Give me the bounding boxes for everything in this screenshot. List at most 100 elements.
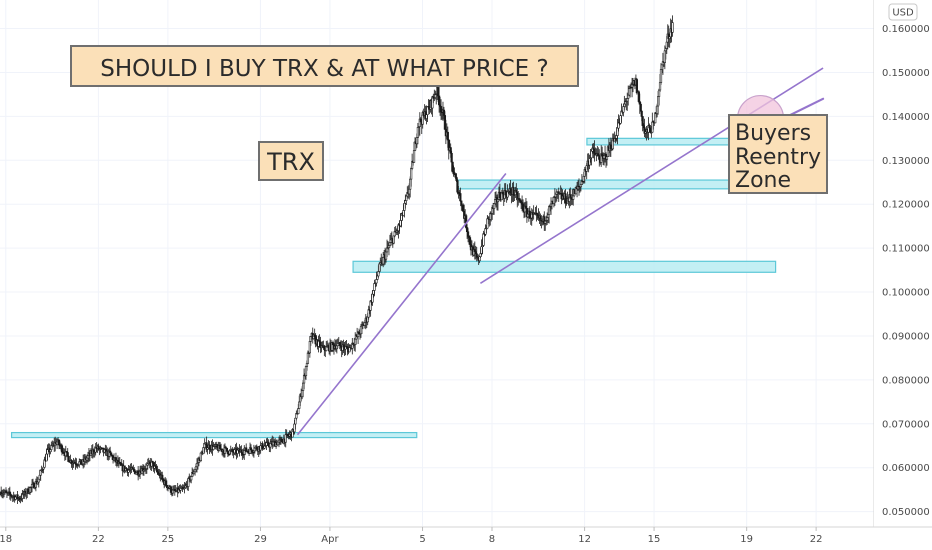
time-tick-label: 12 xyxy=(578,534,591,545)
candle-up xyxy=(399,220,402,227)
candle-up xyxy=(549,203,553,207)
candle-up xyxy=(46,449,49,455)
candle-down xyxy=(449,147,452,154)
candle-up xyxy=(546,217,549,221)
time-tick-label: 22 xyxy=(92,534,105,545)
time-tick-label: 22 xyxy=(810,534,823,545)
candle-down xyxy=(225,447,228,452)
candle-down xyxy=(524,205,528,209)
currency-badge[interactable] xyxy=(888,3,918,21)
candle-up xyxy=(378,263,381,272)
candle-up xyxy=(56,441,59,445)
candle-up xyxy=(302,382,305,391)
candle-down xyxy=(446,131,449,141)
currency-label: USD xyxy=(892,8,914,19)
candle-up xyxy=(284,434,287,443)
candle-down xyxy=(638,101,641,105)
candle-down xyxy=(155,466,158,471)
candle-up xyxy=(657,96,660,107)
candle-down xyxy=(474,251,477,255)
candle-up xyxy=(373,283,376,291)
candle-up xyxy=(85,457,89,461)
time-tick-label: 18 xyxy=(0,534,12,545)
candle-down xyxy=(161,474,164,480)
candle-down xyxy=(473,249,476,252)
candle-up xyxy=(293,423,296,433)
candle-up xyxy=(626,98,629,102)
candle-down xyxy=(323,345,326,351)
candle-up xyxy=(203,443,206,448)
trendline xyxy=(296,172,507,436)
price-tick-label: 0.060000 xyxy=(882,463,930,474)
candle-up xyxy=(651,121,654,133)
price-tick-label: 0.100000 xyxy=(882,288,930,299)
candle-up xyxy=(659,69,663,83)
candle-up xyxy=(628,88,631,96)
candle-up xyxy=(484,228,487,235)
candle-up xyxy=(187,478,190,487)
candle-up xyxy=(382,257,385,265)
candle-down xyxy=(475,253,478,258)
candle-down xyxy=(338,342,341,346)
reentry-zone-note: Buyers Reentry Zone xyxy=(728,114,828,194)
candle-up xyxy=(493,203,496,209)
price-axis[interactable] xyxy=(874,0,932,527)
time-axis-ticks: 18 22 25 29 Apr 5 8 12 15 19 22 xyxy=(0,527,822,545)
candle-down xyxy=(437,87,440,97)
candle-up xyxy=(236,449,239,454)
candle-up xyxy=(304,366,308,377)
candle-up xyxy=(408,188,411,195)
candle-up xyxy=(654,112,657,124)
candle-up xyxy=(302,374,306,384)
candle-down xyxy=(331,342,335,346)
candle-up xyxy=(409,178,412,190)
candle-down xyxy=(57,439,61,446)
candle-up xyxy=(615,135,618,139)
candle-up xyxy=(479,253,482,257)
candle-down xyxy=(451,161,454,173)
candle-up xyxy=(416,126,419,138)
candle-down xyxy=(438,95,441,106)
price-axis-ticks: 0.160000 0.150000 0.140000 0.130000 0.120000… xyxy=(882,24,930,518)
candle-down xyxy=(466,231,470,237)
candle-up xyxy=(384,251,388,260)
candle-down xyxy=(462,204,465,212)
candle-down xyxy=(226,450,229,455)
time-tick-label: 8 xyxy=(489,534,495,545)
candle-down xyxy=(67,456,70,462)
candle-down xyxy=(639,103,642,112)
candle-up xyxy=(308,341,311,354)
candle-up xyxy=(14,496,17,500)
candle-up xyxy=(145,464,148,469)
candle-down xyxy=(635,79,638,94)
candle-up xyxy=(582,175,585,182)
candle-down xyxy=(504,190,507,196)
candle-up xyxy=(616,127,619,136)
candle-up xyxy=(547,206,551,216)
candle-down xyxy=(649,127,652,133)
candle-up xyxy=(194,466,198,470)
candle-up xyxy=(387,245,391,249)
candle-down xyxy=(419,118,422,123)
candle-up xyxy=(425,114,428,119)
price-tick-label: 0.070000 xyxy=(882,419,930,430)
candle-up xyxy=(309,336,312,342)
candle-down xyxy=(208,444,211,450)
candle-up xyxy=(426,106,429,115)
candle-down xyxy=(637,91,640,102)
reentry-note-line-2: Reentry xyxy=(735,145,821,170)
candle-down xyxy=(459,193,462,202)
candle-up xyxy=(656,105,659,114)
candle-up xyxy=(359,326,363,335)
candle-up xyxy=(579,184,583,188)
candle-up xyxy=(622,106,625,113)
candle-down xyxy=(468,237,472,245)
candle-down xyxy=(8,491,11,495)
candle-down xyxy=(240,449,243,453)
candle-down xyxy=(642,125,645,128)
candle-down xyxy=(249,447,253,451)
candle-up xyxy=(376,275,379,280)
candle-up xyxy=(526,213,529,218)
